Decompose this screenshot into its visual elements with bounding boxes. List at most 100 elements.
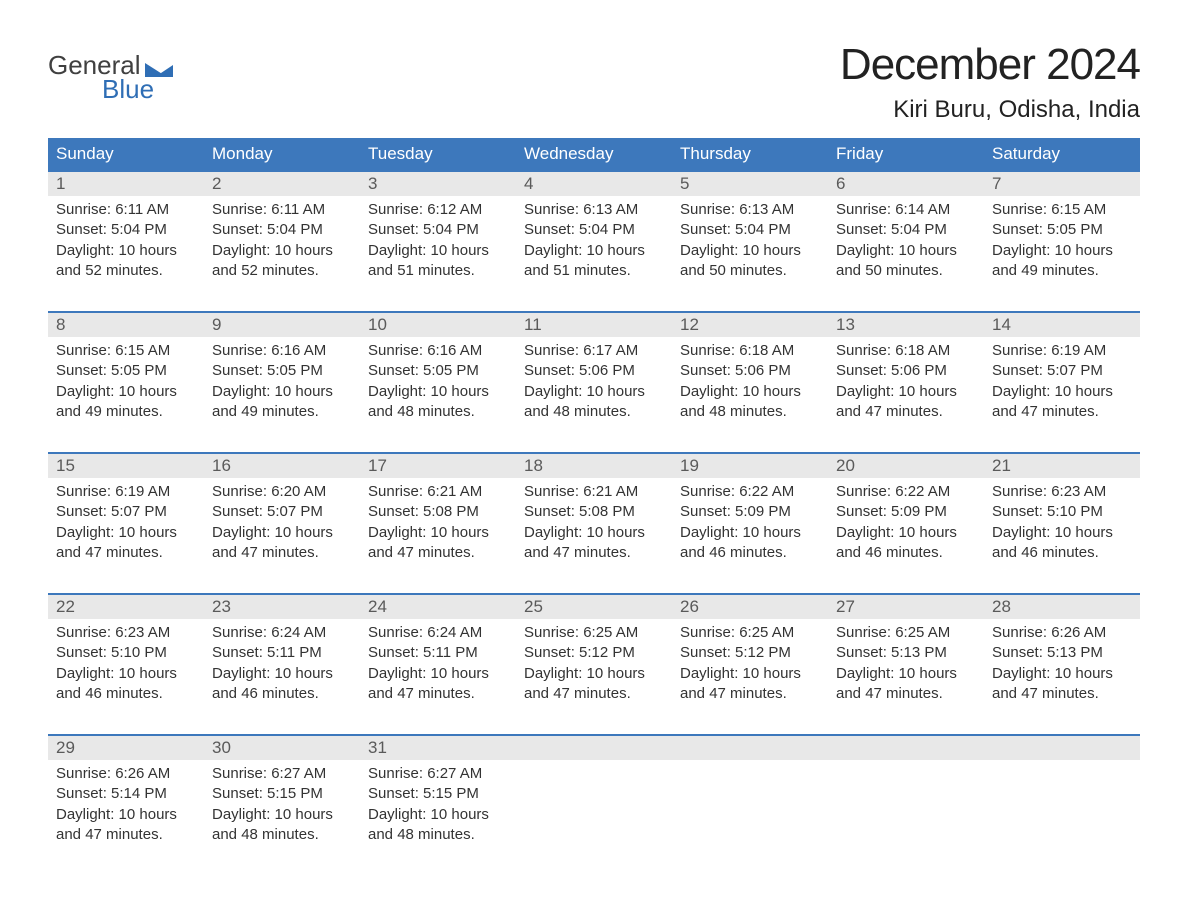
location-text: Kiri Buru, Odisha, India: [840, 96, 1140, 124]
day-cell: 27Sunrise: 6:25 AMSunset: 5:13 PMDayligh…: [828, 595, 984, 722]
sunset-line: Sunset: 5:14 PM: [56, 784, 196, 804]
day-number: 18: [516, 454, 672, 478]
day-number: 25: [516, 595, 672, 619]
day-number: 4: [516, 172, 672, 196]
sunset-line: Sunset: 5:04 PM: [836, 220, 976, 240]
calendar: Sunday Monday Tuesday Wednesday Thursday…: [48, 138, 1140, 863]
sunrise-line: Sunrise: 6:24 AM: [368, 623, 508, 643]
day-cell: 5Sunrise: 6:13 AMSunset: 5:04 PMDaylight…: [672, 172, 828, 299]
daylight-line-1: Daylight: 10 hours: [992, 382, 1132, 402]
sunset-line: Sunset: 5:07 PM: [56, 502, 196, 522]
day-body: Sunrise: 6:15 AMSunset: 5:05 PMDaylight:…: [984, 196, 1140, 299]
day-number: 2: [204, 172, 360, 196]
sunset-line: Sunset: 5:10 PM: [992, 502, 1132, 522]
day-cell: 31Sunrise: 6:27 AMSunset: 5:15 PMDayligh…: [360, 736, 516, 863]
sunset-line: Sunset: 5:04 PM: [680, 220, 820, 240]
daylight-line-2: and 47 minutes.: [368, 543, 508, 563]
daylight-line-1: Daylight: 10 hours: [836, 241, 976, 261]
day-number: [672, 736, 828, 760]
day-cell: 14Sunrise: 6:19 AMSunset: 5:07 PMDayligh…: [984, 313, 1140, 440]
day-body: Sunrise: 6:19 AMSunset: 5:07 PMDaylight:…: [48, 478, 204, 581]
sunrise-line: Sunrise: 6:27 AM: [212, 764, 352, 784]
sunrise-line: Sunrise: 6:20 AM: [212, 482, 352, 502]
day-number: 13: [828, 313, 984, 337]
daylight-line-2: and 51 minutes.: [524, 261, 664, 281]
day-body: Sunrise: 6:23 AMSunset: 5:10 PMDaylight:…: [48, 619, 204, 722]
sunrise-line: Sunrise: 6:21 AM: [524, 482, 664, 502]
daylight-line-2: and 48 minutes.: [212, 825, 352, 845]
day-body: Sunrise: 6:21 AMSunset: 5:08 PMDaylight:…: [516, 478, 672, 581]
logo-sail-icon-2: [155, 65, 173, 77]
title-block: December 2024 Kiri Buru, Odisha, India: [840, 40, 1140, 124]
daylight-line-1: Daylight: 10 hours: [56, 805, 196, 825]
sunrise-line: Sunrise: 6:13 AM: [524, 200, 664, 220]
sunset-line: Sunset: 5:05 PM: [56, 361, 196, 381]
sunrise-line: Sunrise: 6:22 AM: [680, 482, 820, 502]
weekday-monday: Monday: [204, 138, 360, 170]
day-body: Sunrise: 6:13 AMSunset: 5:04 PMDaylight:…: [516, 196, 672, 299]
weekday-saturday: Saturday: [984, 138, 1140, 170]
day-cell: 26Sunrise: 6:25 AMSunset: 5:12 PMDayligh…: [672, 595, 828, 722]
sunrise-line: Sunrise: 6:17 AM: [524, 341, 664, 361]
sunrise-line: Sunrise: 6:25 AM: [680, 623, 820, 643]
day-body: Sunrise: 6:25 AMSunset: 5:12 PMDaylight:…: [516, 619, 672, 722]
month-title: December 2024: [840, 40, 1140, 90]
sunrise-line: Sunrise: 6:18 AM: [680, 341, 820, 361]
daylight-line-2: and 48 minutes.: [524, 402, 664, 422]
day-body: Sunrise: 6:17 AMSunset: 5:06 PMDaylight:…: [516, 337, 672, 440]
sunrise-line: Sunrise: 6:27 AM: [368, 764, 508, 784]
daylight-line-1: Daylight: 10 hours: [56, 241, 196, 261]
day-cell: 12Sunrise: 6:18 AMSunset: 5:06 PMDayligh…: [672, 313, 828, 440]
day-cell: 18Sunrise: 6:21 AMSunset: 5:08 PMDayligh…: [516, 454, 672, 581]
sunset-line: Sunset: 5:10 PM: [56, 643, 196, 663]
daylight-line-1: Daylight: 10 hours: [56, 664, 196, 684]
day-cell: 3Sunrise: 6:12 AMSunset: 5:04 PMDaylight…: [360, 172, 516, 299]
sunset-line: Sunset: 5:04 PM: [524, 220, 664, 240]
day-body: Sunrise: 6:22 AMSunset: 5:09 PMDaylight:…: [828, 478, 984, 581]
daylight-line-2: and 46 minutes.: [680, 543, 820, 563]
week-row: 8Sunrise: 6:15 AMSunset: 5:05 PMDaylight…: [48, 311, 1140, 440]
sunset-line: Sunset: 5:07 PM: [212, 502, 352, 522]
header-row: General Blue December 2024 Kiri Buru, Od…: [48, 40, 1140, 124]
day-number: 27: [828, 595, 984, 619]
weeks-container: 1Sunrise: 6:11 AMSunset: 5:04 PMDaylight…: [48, 170, 1140, 863]
weekday-wednesday: Wednesday: [516, 138, 672, 170]
daylight-line-2: and 47 minutes.: [56, 825, 196, 845]
day-number: 23: [204, 595, 360, 619]
daylight-line-1: Daylight: 10 hours: [212, 241, 352, 261]
day-body: Sunrise: 6:16 AMSunset: 5:05 PMDaylight:…: [360, 337, 516, 440]
day-body: Sunrise: 6:26 AMSunset: 5:14 PMDaylight:…: [48, 760, 204, 863]
sunset-line: Sunset: 5:06 PM: [680, 361, 820, 381]
day-cell: 13Sunrise: 6:18 AMSunset: 5:06 PMDayligh…: [828, 313, 984, 440]
sunset-line: Sunset: 5:08 PM: [368, 502, 508, 522]
day-number: 6: [828, 172, 984, 196]
daylight-line-2: and 47 minutes.: [524, 543, 664, 563]
day-number: 31: [360, 736, 516, 760]
daylight-line-1: Daylight: 10 hours: [680, 241, 820, 261]
sunset-line: Sunset: 5:05 PM: [368, 361, 508, 381]
daylight-line-2: and 50 minutes.: [680, 261, 820, 281]
day-cell: 21Sunrise: 6:23 AMSunset: 5:10 PMDayligh…: [984, 454, 1140, 581]
day-cell: 9Sunrise: 6:16 AMSunset: 5:05 PMDaylight…: [204, 313, 360, 440]
sunset-line: Sunset: 5:13 PM: [992, 643, 1132, 663]
day-cell: 29Sunrise: 6:26 AMSunset: 5:14 PMDayligh…: [48, 736, 204, 863]
day-number: 15: [48, 454, 204, 478]
day-cell: 11Sunrise: 6:17 AMSunset: 5:06 PMDayligh…: [516, 313, 672, 440]
day-cell: 16Sunrise: 6:20 AMSunset: 5:07 PMDayligh…: [204, 454, 360, 581]
daylight-line-1: Daylight: 10 hours: [212, 382, 352, 402]
daylight-line-1: Daylight: 10 hours: [368, 664, 508, 684]
daylight-line-2: and 50 minutes.: [836, 261, 976, 281]
sunrise-line: Sunrise: 6:16 AM: [212, 341, 352, 361]
day-body: Sunrise: 6:11 AMSunset: 5:04 PMDaylight:…: [204, 196, 360, 299]
daylight-line-2: and 46 minutes.: [992, 543, 1132, 563]
daylight-line-1: Daylight: 10 hours: [992, 241, 1132, 261]
day-body: Sunrise: 6:11 AMSunset: 5:04 PMDaylight:…: [48, 196, 204, 299]
daylight-line-2: and 46 minutes.: [212, 684, 352, 704]
weekday-header-row: Sunday Monday Tuesday Wednesday Thursday…: [48, 138, 1140, 170]
day-number: [828, 736, 984, 760]
day-number: 16: [204, 454, 360, 478]
day-number: 24: [360, 595, 516, 619]
day-body: Sunrise: 6:18 AMSunset: 5:06 PMDaylight:…: [828, 337, 984, 440]
daylight-line-2: and 47 minutes.: [524, 684, 664, 704]
daylight-line-1: Daylight: 10 hours: [992, 664, 1132, 684]
